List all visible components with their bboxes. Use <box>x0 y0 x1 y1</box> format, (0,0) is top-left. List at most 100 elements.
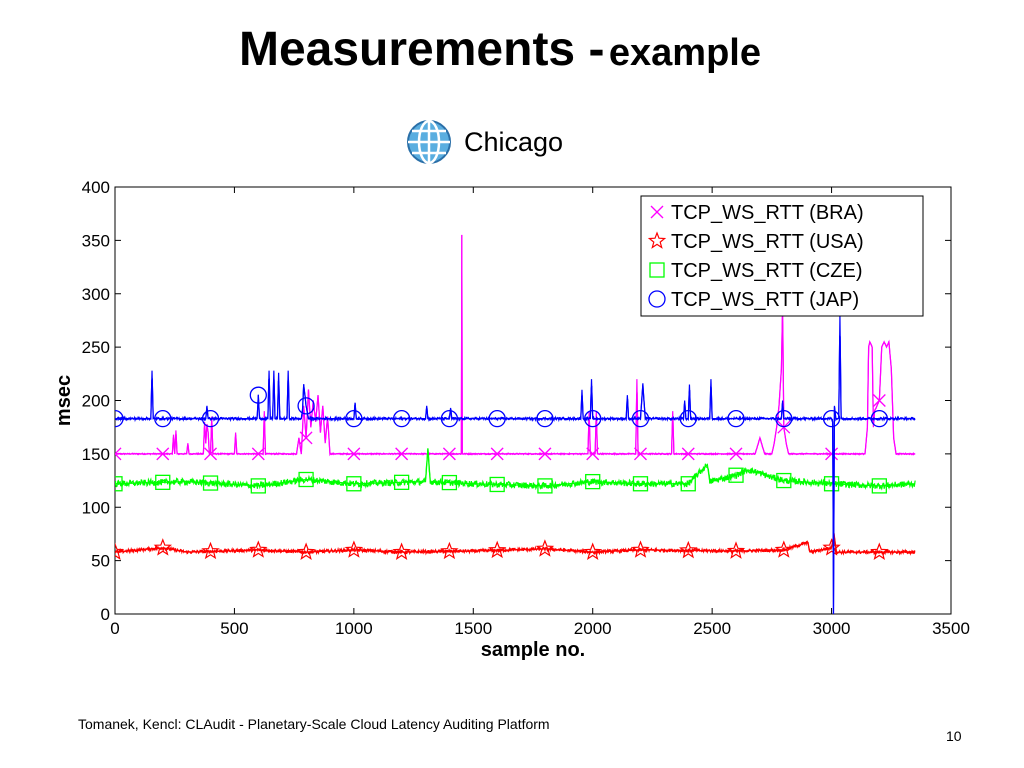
y-tick-label: 300 <box>82 285 110 304</box>
marker-star <box>774 540 794 558</box>
marker-star <box>678 540 698 559</box>
marker-star <box>726 541 746 559</box>
series-marker <box>632 476 649 492</box>
marker-circle <box>870 409 888 428</box>
marker-square <box>776 472 792 489</box>
marker-x-stroke <box>729 447 743 461</box>
marker-x-stroke <box>825 447 839 461</box>
series-marker <box>204 447 218 461</box>
y-axis-label: msec <box>53 375 75 426</box>
series-marker <box>202 475 219 491</box>
series-marker <box>393 474 410 490</box>
series-marker <box>586 447 600 461</box>
series-marker <box>631 540 650 558</box>
series-marker <box>584 409 602 428</box>
series-marker <box>249 386 267 404</box>
marker-circle <box>488 409 506 428</box>
legend-box <box>640 195 924 317</box>
series-marker <box>488 540 507 559</box>
marker-square <box>441 474 458 491</box>
series-marker <box>345 409 363 428</box>
series-spikes <box>115 235 916 455</box>
legend-label: TCP_WS_RTT (CZE) <box>671 260 863 282</box>
series-marker <box>631 409 650 428</box>
marker-square <box>346 476 362 492</box>
marker-square <box>871 478 887 494</box>
slide-footer: Tomanek, Kencl: CLAudit - Planetary-Scal… <box>78 716 550 732</box>
series-marker <box>871 478 887 494</box>
series-marker <box>392 409 411 428</box>
y-tick-label: 350 <box>82 231 110 250</box>
page-number: 10 <box>946 728 962 744</box>
series-marker <box>727 409 745 428</box>
marker-star <box>392 542 411 560</box>
marker-star <box>440 541 459 560</box>
series-marker <box>870 409 888 428</box>
series-marker <box>153 538 173 556</box>
series-marker <box>392 542 411 560</box>
marker-circle <box>115 409 124 428</box>
series-marker <box>115 447 122 461</box>
x-tick-label: 3000 <box>813 619 851 638</box>
globe-icon <box>407 119 451 165</box>
series-marker <box>440 541 459 560</box>
marker-x-stroke <box>650 205 664 219</box>
marker-x-stroke <box>299 431 313 445</box>
marker-circle <box>584 409 602 428</box>
marker-x-stroke <box>872 394 886 407</box>
series-marker <box>678 540 698 559</box>
marker-square <box>680 476 696 492</box>
series-marker <box>154 409 172 428</box>
series-marker <box>776 472 792 489</box>
y-tick-label: 250 <box>82 338 110 357</box>
marker-square <box>632 476 649 492</box>
series-marker <box>344 540 364 558</box>
marker-star <box>870 542 889 560</box>
marker-x-stroke <box>251 447 265 461</box>
x-tick-label: 500 <box>220 619 248 638</box>
slide-title-main: Measurements - <box>238 23 605 76</box>
series-marker <box>488 409 506 428</box>
marker-circle <box>775 409 793 428</box>
series-marker <box>729 447 743 461</box>
marker-star <box>583 542 602 560</box>
series-marker <box>249 540 268 558</box>
series-marker <box>155 474 171 490</box>
marker-circle <box>631 409 650 428</box>
marker-x-stroke <box>538 447 552 461</box>
marker-square <box>202 475 219 491</box>
series-marker <box>156 447 170 461</box>
legend-label: TCP_WS_RTT (USA) <box>671 231 864 253</box>
series-marker <box>250 478 266 494</box>
series-x <box>115 234 916 461</box>
series-marker <box>650 205 664 219</box>
marker-square <box>155 474 171 490</box>
marker-circle <box>440 409 459 428</box>
series-marker <box>681 447 695 461</box>
series-marker <box>201 409 220 428</box>
marker-x-stroke <box>204 447 218 461</box>
marker-square <box>393 474 410 490</box>
series-marker <box>442 447 456 461</box>
marker-circle <box>297 397 315 415</box>
series-marker <box>115 476 123 492</box>
series-marker <box>775 409 793 428</box>
marker-square <box>250 478 266 494</box>
legend-label: TCP_WS_RTT (JAP) <box>671 289 859 311</box>
series-marker <box>299 431 313 445</box>
marker-circle <box>345 409 363 428</box>
series-marker <box>822 409 841 428</box>
series-marker <box>201 541 220 560</box>
slide-title: Measurements - example <box>0 22 1000 77</box>
legend: TCP_WS_RTT (BRA) TCP_WS_RTT (USA) TCP_WS_R… <box>640 195 924 317</box>
marker-square <box>537 478 553 494</box>
series-marker <box>647 231 667 249</box>
series-marker <box>825 447 839 461</box>
marker-x-stroke <box>634 447 647 461</box>
marker-x-stroke <box>115 447 122 455</box>
marker-square <box>489 476 505 493</box>
series-marker <box>535 539 555 557</box>
series-marker <box>585 473 601 490</box>
series-marker <box>440 409 459 428</box>
